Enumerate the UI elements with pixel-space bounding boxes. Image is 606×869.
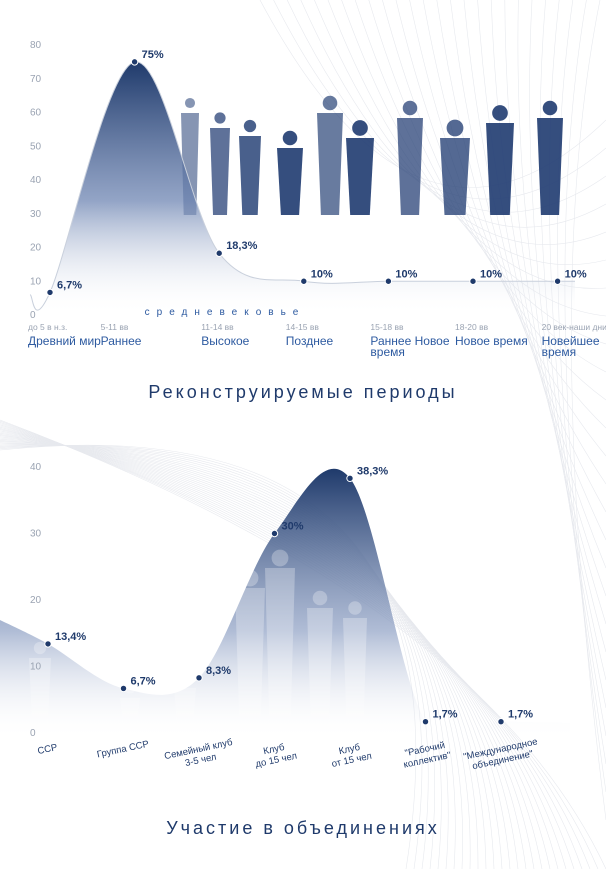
category-name-label: ССР — [37, 742, 59, 757]
data-point — [130, 58, 139, 66]
periods-chart-title: Реконструируемые периоды — [148, 382, 458, 402]
data-point — [300, 277, 308, 285]
category-date-label: 14-15 вв — [286, 322, 320, 332]
category-name-label: "Рабочийколлектив" — [400, 739, 452, 771]
data-label: 30% — [282, 521, 304, 533]
historical-figures-illustration — [181, 95, 563, 215]
data-point — [421, 717, 430, 726]
category-name-label: Клубдо 15 чел — [252, 740, 298, 770]
data-point — [553, 277, 562, 285]
data-label: 1,7% — [433, 709, 458, 721]
y-tick-label: 50 — [30, 141, 42, 152]
category-name-label: Новейшее время — [542, 334, 600, 359]
data-point — [346, 474, 354, 483]
data-label: 1,7% — [508, 709, 533, 721]
y-tick-label: 0 — [30, 310, 36, 321]
category-name-label: Новое время — [455, 334, 528, 348]
data-point — [497, 717, 505, 726]
data-label: 18,3% — [226, 240, 257, 252]
category-date-label: 20 век-наши дни — [542, 322, 606, 332]
data-label: 38,3% — [357, 465, 388, 477]
periods-points: 6,7% 75% 18,3% 10% 10% 10% 10% — [46, 49, 587, 297]
category-name-label: Клубот 15 чел — [328, 740, 372, 770]
category-name-label: Семейный клуб3-5 чел — [163, 737, 236, 773]
data-point — [44, 640, 52, 648]
data-label: 10% — [395, 268, 417, 280]
y-tick-label: 20 — [30, 243, 42, 254]
y-tick-label: 80 — [30, 40, 42, 51]
category-name-label: Древний мир — [28, 334, 101, 348]
y-tick-label: 40 — [30, 462, 42, 473]
y-tick-label: 40 — [30, 175, 42, 186]
category-date-label: 15-18 вв — [370, 322, 404, 332]
category-name-label: Раннее Новое время — [370, 334, 449, 359]
category-date-label: 18-20 вв — [455, 322, 489, 332]
periods-line — [29, 61, 575, 311]
data-point — [469, 277, 477, 285]
y-tick-label: 70 — [30, 74, 42, 85]
associations-x-axis: ССР Группа ССР Семейный клуб3-5 чел Клубдо … — [37, 736, 540, 773]
associations-y-axis: 0 10 20 30 40 — [30, 462, 42, 739]
category-name-label: Позднее — [286, 334, 334, 348]
y-tick-label: 0 — [30, 728, 36, 739]
data-label: 6,7% — [57, 279, 82, 291]
category-date-label: 11-14 вв — [201, 322, 234, 332]
data-label: 6,7% — [131, 675, 156, 687]
category-name-label: "Международноеобъединение" — [462, 736, 540, 773]
y-tick-label: 10 — [30, 276, 42, 287]
data-point — [119, 684, 128, 693]
periods-y-axis: 0 10 20 30 40 50 60 70 80 — [30, 40, 42, 321]
periods-chart: 0 10 20 30 40 50 60 70 80 6,7% 75% 18,3% 10% 10% 10% 1… — [28, 40, 606, 359]
associations-area — [0, 468, 570, 740]
data-label: 13,4% — [55, 631, 86, 643]
data-label: 10% — [311, 268, 333, 280]
associations-chart-title: Участие в объединениях — [166, 818, 440, 838]
periods-area — [30, 61, 575, 315]
data-point — [270, 529, 279, 538]
data-label: 10% — [565, 268, 587, 280]
y-tick-label: 30 — [30, 209, 42, 220]
data-point — [195, 674, 203, 682]
y-tick-label: 30 — [30, 529, 42, 540]
y-tick-label: 10 — [30, 662, 42, 673]
category-name-label: Раннее — [101, 334, 142, 348]
category-date-label: до 5 в н.з. — [28, 322, 67, 332]
data-point — [215, 249, 223, 257]
category-name-label: Группа ССР — [96, 739, 150, 761]
data-point — [46, 288, 54, 297]
data-label: 75% — [142, 49, 164, 61]
data-point — [384, 277, 393, 285]
category-date-label: 5-11 вв — [101, 322, 129, 332]
y-tick-label: 20 — [30, 595, 42, 606]
medieval-group-label: средневековье — [144, 307, 306, 318]
reenactors-illustration — [29, 549, 367, 725]
category-name-label: Высокое — [201, 334, 249, 348]
y-tick-label: 60 — [30, 108, 42, 119]
data-label: 8,3% — [206, 665, 231, 677]
data-label: 10% — [480, 268, 502, 280]
associations-points: 13,4% 6,7% 8,3% 30% 38,3% 1,7% 1,7% — [44, 465, 533, 726]
